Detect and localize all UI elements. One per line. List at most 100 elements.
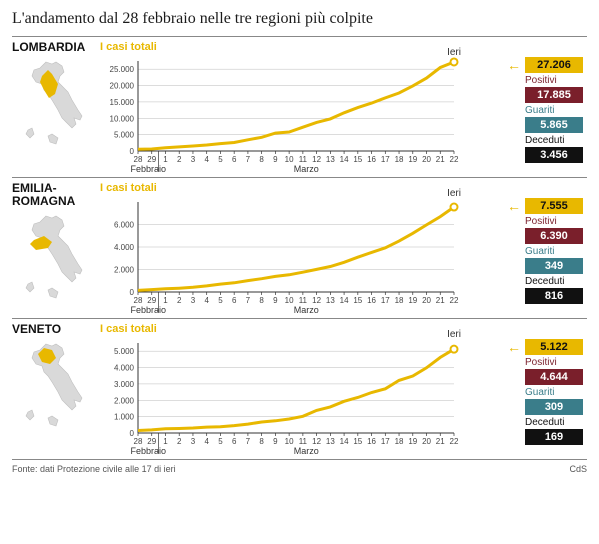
svg-text:1: 1 [163,296,168,305]
stat-guariti-label: Guariti [525,103,587,117]
svg-text:11: 11 [299,437,308,446]
svg-text:19: 19 [408,296,417,305]
credit-text: CdS [569,464,587,474]
svg-text:14: 14 [340,437,349,446]
arrow-icon: ← [507,341,521,357]
svg-text:3.000: 3.000 [114,380,135,389]
svg-text:2: 2 [177,437,182,446]
stats-column: ← 7.555 Positivi 6.390 Guariti 349 Deced… [525,182,587,316]
stat-guariti-label: Guariti [525,385,587,399]
stat-total: 7.555 [525,198,583,214]
svg-text:6: 6 [232,296,237,305]
svg-text:13: 13 [326,155,335,164]
svg-text:20: 20 [422,155,431,164]
svg-text:12: 12 [312,437,321,446]
svg-text:29: 29 [147,155,156,164]
svg-text:22: 22 [450,296,459,305]
svg-text:14: 14 [340,296,349,305]
svg-text:19: 19 [408,437,417,446]
svg-text:28: 28 [134,437,143,446]
ieri-label: Ieri [447,188,461,199]
svg-text:1: 1 [163,155,168,164]
svg-text:5.000: 5.000 [114,347,135,356]
region-name: LOMBARDIA [12,41,100,54]
svg-text:8: 8 [259,296,264,305]
svg-text:7: 7 [246,155,251,164]
svg-text:17: 17 [381,296,390,305]
svg-text:6: 6 [232,437,237,446]
stat-total: 27.206 [525,57,583,73]
footer: Fonte: dati Protezione civile alle 17 di… [12,459,587,474]
svg-text:18: 18 [395,155,404,164]
italy-map-icon [12,340,84,436]
chart-title: I casi totali [100,41,525,53]
region-panel: VENETO Ieri I casi totali 01.0002.0003.0… [12,318,587,457]
svg-text:9: 9 [273,437,278,446]
svg-text:Marzo: Marzo [294,446,319,456]
svg-text:16: 16 [367,155,376,164]
svg-text:29: 29 [147,437,156,446]
svg-text:Febbraio: Febbraio [131,446,167,456]
arrow-icon: ← [507,59,521,75]
stat-total: 5.122 [525,339,583,355]
svg-text:12: 12 [312,296,321,305]
svg-text:2.000: 2.000 [114,396,135,405]
stat-deceduti-label: Deceduti [525,415,587,429]
region-panel: LOMBARDIA Ieri I casi totali 05.00010.00… [12,36,587,175]
stat-deceduti: 169 [525,429,583,445]
svg-text:Febbraio: Febbraio [131,164,167,174]
svg-text:18: 18 [395,296,404,305]
svg-text:15: 15 [353,296,362,305]
svg-text:22: 22 [450,437,459,446]
svg-text:20: 20 [422,437,431,446]
svg-text:8: 8 [259,155,264,164]
svg-text:9: 9 [273,296,278,305]
chart-title: I casi totali [100,323,525,335]
svg-text:10: 10 [285,155,294,164]
svg-text:3: 3 [191,155,196,164]
stat-positivi-label: Positivi [525,73,587,87]
stat-positivi: 6.390 [525,228,583,244]
svg-text:Marzo: Marzo [294,305,319,315]
svg-text:5: 5 [218,155,223,164]
svg-text:4: 4 [204,437,209,446]
ieri-label: Ieri [447,329,461,340]
svg-text:2: 2 [177,296,182,305]
svg-text:5: 5 [218,296,223,305]
svg-text:10: 10 [285,437,294,446]
stat-deceduti: 816 [525,288,583,304]
svg-text:15: 15 [353,437,362,446]
source-text: Fonte: dati Protezione civile alle 17 di… [12,464,176,474]
svg-text:11: 11 [299,155,308,164]
chart: 01.0002.0003.0004.0005.00028291234567891… [100,337,460,457]
chart: 02.0004.0006.000282912345678910111213141… [100,196,460,316]
svg-text:10.000: 10.000 [110,114,135,123]
svg-text:18: 18 [395,437,404,446]
svg-text:28: 28 [134,155,143,164]
svg-text:8: 8 [259,437,264,446]
stat-guariti: 5.865 [525,117,583,133]
stat-guariti: 309 [525,399,583,415]
chart: 05.00010.00015.00020.00025.0002829123456… [100,55,460,175]
svg-text:17: 17 [381,155,390,164]
svg-text:13: 13 [326,437,335,446]
stat-guariti-label: Guariti [525,244,587,258]
page-title: L'andamento dal 28 febbraio nelle tre re… [12,10,587,28]
svg-text:21: 21 [436,437,445,446]
stat-deceduti-label: Deceduti [525,133,587,147]
svg-text:29: 29 [147,296,156,305]
svg-text:1.000: 1.000 [114,413,135,422]
svg-text:4: 4 [204,155,209,164]
arrow-icon: ← [507,200,521,216]
svg-text:Marzo: Marzo [294,164,319,174]
svg-text:16: 16 [367,296,376,305]
svg-text:3: 3 [191,296,196,305]
stats-column: ← 27.206 Positivi 17.885 Guariti 5.865 D… [525,41,587,175]
svg-text:25.000: 25.000 [110,65,135,74]
stats-column: ← 5.122 Positivi 4.644 Guariti 309 Deced… [525,323,587,457]
svg-text:10: 10 [285,296,294,305]
svg-text:16: 16 [367,437,376,446]
svg-text:7: 7 [246,437,251,446]
svg-text:6.000: 6.000 [114,221,135,230]
svg-text:21: 21 [436,296,445,305]
